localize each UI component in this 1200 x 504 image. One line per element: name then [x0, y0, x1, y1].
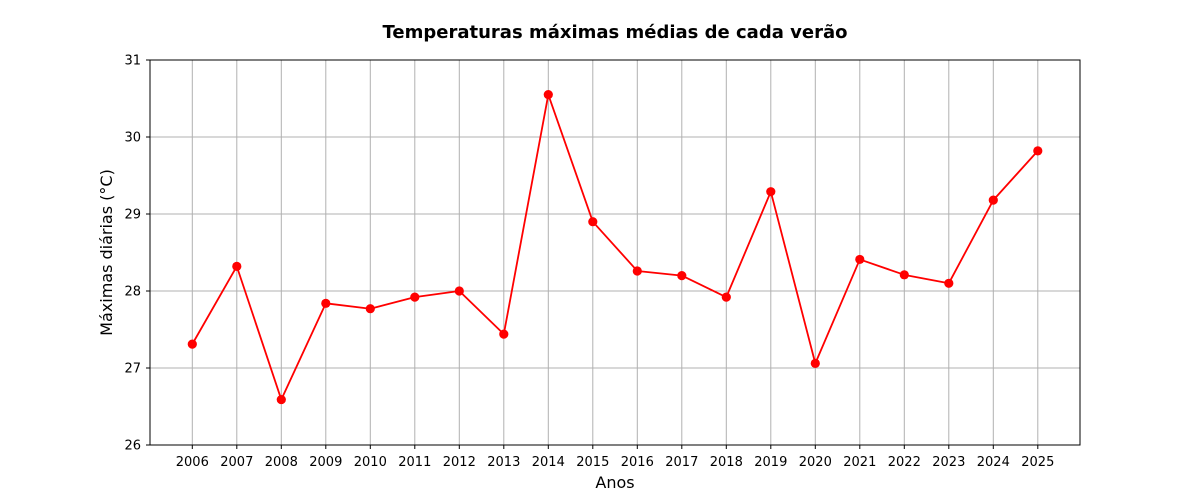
y-tick-label: 28 — [124, 285, 141, 300]
y-axis-label: Máximas diárias (°C) — [97, 169, 116, 336]
data-point — [499, 329, 509, 339]
x-tick-label: 2022 — [888, 455, 921, 470]
data-point — [677, 271, 687, 281]
data-point — [321, 298, 331, 308]
data-point — [766, 187, 776, 197]
x-tick-label: 2025 — [1021, 455, 1054, 470]
data-point — [588, 217, 598, 227]
x-tick-label: 2018 — [710, 455, 743, 470]
x-tick-label: 2023 — [932, 455, 965, 470]
data-point — [988, 195, 998, 205]
data-point — [721, 292, 731, 302]
axis-ticks: 2006 2007 2008 2009 2010 2011 2012 2013 2014 2015… — [124, 54, 1054, 471]
y-tick-label: 30 — [124, 131, 141, 146]
data-point — [276, 394, 286, 405]
grid — [150, 59, 1080, 446]
x-tick-label: 2017 — [665, 455, 698, 470]
x-tick-label: 2019 — [754, 455, 787, 470]
data-point — [810, 358, 820, 368]
data-point — [187, 339, 197, 349]
data-point — [899, 270, 909, 280]
x-tick-label: 2021 — [843, 455, 876, 470]
x-axis-label: Anos — [595, 473, 634, 492]
data-point — [944, 278, 954, 288]
x-tick-label: 2010 — [354, 455, 387, 470]
y-tick-label: 31 — [124, 54, 141, 69]
y-tick-label: 26 — [124, 439, 141, 454]
x-tick-label: 2011 — [398, 455, 431, 470]
data-point — [632, 266, 642, 276]
data-point — [1033, 146, 1043, 156]
data-point — [365, 304, 375, 314]
x-tick-label: 2006 — [176, 455, 209, 470]
x-tick-label: 2013 — [487, 455, 520, 470]
y-tick-label: 27 — [124, 362, 141, 377]
x-tick-label: 2012 — [443, 455, 476, 470]
x-tick-label: 2020 — [799, 455, 832, 470]
data-point — [232, 261, 242, 271]
x-tick-label: 2009 — [309, 455, 342, 470]
x-tick-label: 2015 — [576, 455, 609, 470]
series-line — [191, 93, 1039, 401]
y-tick-label: 29 — [124, 208, 141, 223]
x-tick-label: 2014 — [532, 455, 565, 470]
x-tick-label: 2016 — [621, 455, 654, 470]
series-group — [187, 90, 1043, 405]
data-point — [410, 292, 420, 302]
chart-title: Temperaturas máximas médias de cada verã… — [383, 22, 848, 43]
data-point — [855, 254, 865, 265]
x-tick-label: 2024 — [977, 455, 1010, 470]
plot-frame — [149, 59, 1081, 446]
data-point — [543, 90, 553, 100]
data-point — [454, 286, 464, 296]
x-tick-label: 2007 — [220, 455, 253, 470]
x-tick-label: 2008 — [265, 455, 298, 470]
